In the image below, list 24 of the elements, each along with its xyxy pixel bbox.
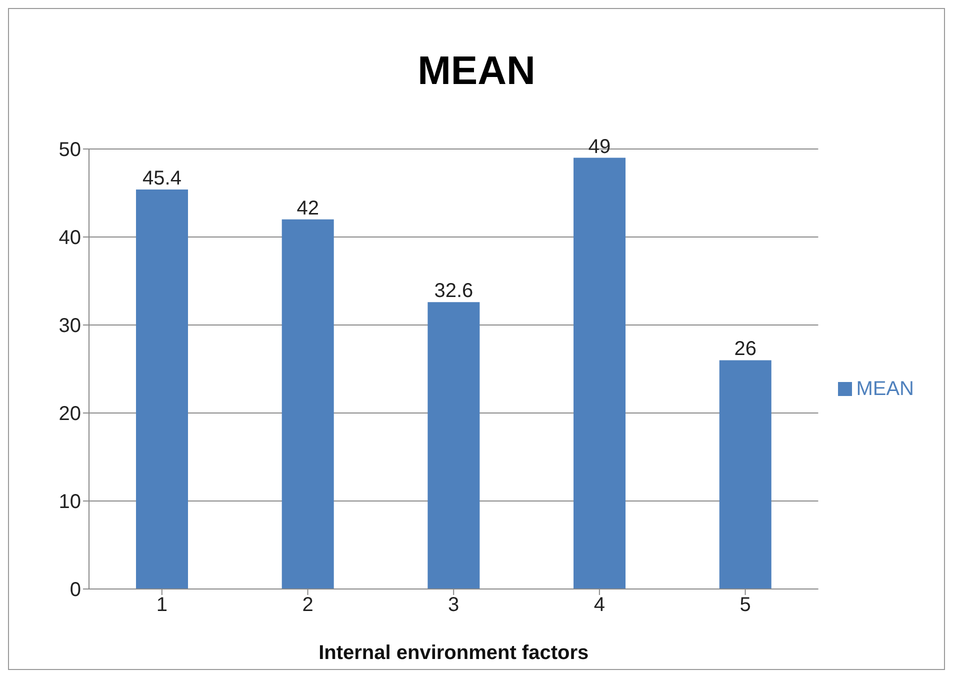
data-label: 42 xyxy=(296,197,319,220)
x-axis-title: Internal environment factors xyxy=(318,642,589,664)
bar xyxy=(428,302,480,589)
data-label: 32.6 xyxy=(434,280,474,302)
bar xyxy=(136,189,188,589)
x-tick-label: 2 xyxy=(302,594,314,616)
bar xyxy=(282,219,334,589)
data-label: 49 xyxy=(588,136,611,158)
y-tick-label: 50 xyxy=(58,139,81,162)
data-label: 45.4 xyxy=(142,167,182,190)
y-tick-label: 30 xyxy=(58,315,81,338)
x-tick-label: 3 xyxy=(448,594,460,616)
x-tick-label: 5 xyxy=(740,594,751,616)
x-tick-label: 1 xyxy=(156,594,168,616)
bar xyxy=(719,360,772,589)
x-tick-label: 4 xyxy=(594,594,606,616)
bar xyxy=(574,158,626,589)
chart-title: MEAN xyxy=(416,49,536,95)
y-tick-label: 10 xyxy=(58,491,81,514)
y-tick-label: 40 xyxy=(58,227,81,250)
data-label: 26 xyxy=(734,338,756,360)
legend-label: MEAN xyxy=(856,378,914,400)
y-tick-label: 0 xyxy=(70,579,81,602)
y-tick-label: 20 xyxy=(58,403,81,426)
